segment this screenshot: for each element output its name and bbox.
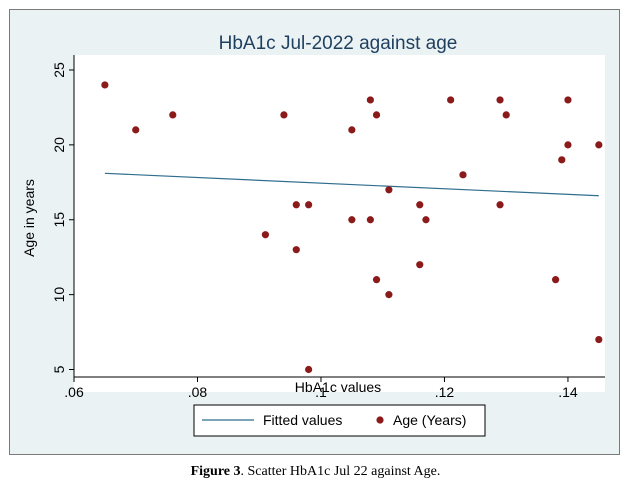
data-point	[305, 201, 313, 209]
y-axis-label: Age in years	[21, 179, 37, 257]
data-point	[292, 246, 300, 254]
data-point	[502, 111, 510, 119]
x-tick-label: .06	[64, 384, 84, 400]
y-tick-label: 10	[51, 287, 67, 303]
data-point	[292, 201, 300, 209]
data-point	[372, 276, 381, 284]
data-point	[372, 111, 381, 119]
data-point	[348, 126, 356, 134]
data-point	[348, 216, 356, 224]
x-tick-label: .12	[435, 384, 455, 400]
legend-fitted-label: Fitted values	[263, 412, 342, 428]
data-point	[385, 291, 393, 299]
data-point	[261, 231, 270, 239]
scatter-chart: HbA1c Jul-2022 against age 5 10 15 20 25 .06…	[21, 33, 605, 437]
data-point	[496, 96, 504, 104]
y-tick-label: 25	[51, 62, 67, 78]
figure-label: Figure 3	[190, 464, 241, 479]
y-axis: 5 10 15 20 25	[51, 55, 75, 377]
data-point	[366, 96, 374, 104]
legend-point-swatch	[376, 416, 384, 424]
data-point	[595, 335, 603, 344]
points-layer	[101, 81, 603, 374]
x-axis-label: HbA1c values	[295, 379, 381, 395]
data-point	[169, 111, 177, 119]
x-tick-label: .1	[315, 384, 327, 400]
y-tick-label: 15	[51, 212, 67, 228]
x-tick-label: .08	[188, 384, 208, 400]
data-point	[595, 141, 603, 149]
data-point	[132, 126, 140, 134]
legend: Fitted values Age (Years)	[193, 404, 486, 437]
data-point	[416, 201, 424, 209]
data-point	[459, 171, 467, 179]
x-tick-label: .14	[558, 384, 578, 400]
data-point	[564, 141, 572, 149]
data-point	[101, 81, 109, 89]
data-point	[447, 96, 455, 104]
data-point	[416, 261, 424, 269]
chart-panel: HbA1c Jul-2022 against age 5 10 15 20 25 .06…	[9, 9, 620, 455]
x-axis: .06 .08 .1 .12 .14	[64, 376, 605, 400]
plot-area	[74, 55, 605, 392]
chart-title: HbA1c Jul-2022 against age	[219, 33, 458, 54]
data-point	[552, 276, 560, 284]
data-point	[558, 156, 566, 164]
fitted-line-layer	[104, 172, 599, 197]
figure-caption-text: . Scatter HbA1c Jul 22 against Age.	[240, 464, 441, 479]
y-tick-label: 20	[51, 137, 67, 153]
data-point	[496, 201, 504, 209]
data-point	[564, 96, 572, 104]
y-tick-label: 5	[51, 365, 67, 373]
data-point	[305, 365, 313, 374]
legend-points-label: Age (Years)	[393, 412, 466, 428]
fitted-line	[104, 172, 599, 197]
data-point	[366, 216, 374, 224]
figure-caption: Figure 3. Scatter HbA1c Jul 22 against A…	[0, 464, 631, 480]
data-point	[280, 111, 288, 119]
data-point	[385, 186, 393, 194]
data-point	[422, 216, 430, 224]
